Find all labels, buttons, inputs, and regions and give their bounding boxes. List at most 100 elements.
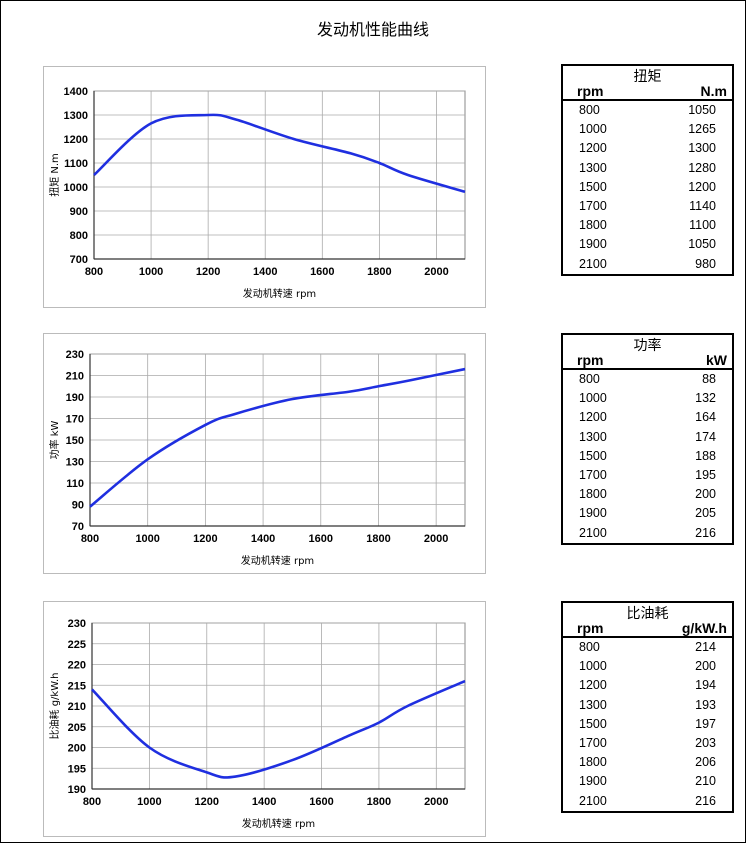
x-tick-label: 1000 (139, 266, 163, 278)
torque-chart: 800 1000 1200 1400 1600 1800 2000 700 800 900 1000… (43, 66, 486, 308)
table-cell: 1200 (579, 678, 607, 693)
x-tick-label: 800 (85, 266, 103, 278)
y-tick-label: 170 (66, 414, 84, 426)
table-row: 1000 200 (563, 657, 732, 676)
x-tick-label: 1400 (251, 533, 275, 545)
x-tick-label: 2000 (424, 533, 448, 545)
chart-svg: 800 1000 1200 1400 1600 1800 2000 70 90 110 130 150… (48, 349, 466, 567)
table-row: 1800 206 (563, 753, 732, 772)
table-cell: 1200 (688, 179, 716, 194)
table-cell: 1900 (579, 774, 607, 789)
y-tick-label: 130 (66, 457, 84, 469)
table-caption: 比油耗 (626, 605, 669, 621)
y-tick-label: 190 (66, 392, 84, 404)
x-tick-label: 1800 (367, 796, 391, 808)
y-tick-label: 190 (68, 784, 86, 796)
x-tick-label: 800 (83, 796, 101, 808)
table-cell: 2100 (579, 525, 607, 540)
table-cell: 1800 (579, 755, 607, 770)
table-cell: 1200 (579, 410, 607, 425)
table-header: rpm N.m (563, 84, 732, 101)
column-header: rpm (577, 620, 604, 636)
table-row: 1900 210 (563, 772, 732, 791)
table-cell: 2100 (579, 256, 607, 271)
power-chart: 800 1000 1200 1400 1600 1800 2000 70 90 110 130 150… (43, 333, 486, 574)
chart-svg: 800 1000 1200 1400 1600 1800 2000 190 195 200 205 2… (48, 618, 466, 830)
table-row: 1300 1280 (563, 159, 732, 178)
table-cell: 1140 (689, 199, 716, 214)
table-row: 1900 205 (563, 504, 732, 523)
x-tick-label: 1600 (309, 533, 333, 545)
x-tick-label: 800 (81, 533, 99, 545)
x-tick-label: 1200 (193, 533, 217, 545)
x-tick-label: 1800 (366, 533, 390, 545)
table-cell: 164 (695, 410, 716, 425)
y-tick-label: 90 (72, 500, 84, 512)
table-cell: 195 (695, 468, 716, 483)
page-title: 发动机性能曲线 (316, 22, 429, 39)
table-cell: 1000 (579, 391, 607, 406)
power-table: 功率 rpm kW 800 88 1000 132 1200 164 1300 174 1500 188… (561, 333, 734, 545)
table-cell: 1300 (579, 429, 607, 444)
table-cell: 2100 (579, 793, 607, 808)
table-cell: 1500 (579, 179, 607, 194)
table-cell: 800 (579, 103, 600, 117)
y-tick-label: 1200 (64, 134, 88, 146)
table-cell: 1500 (579, 716, 607, 731)
table-cell: 188 (695, 448, 716, 463)
table-row: 800 88 (563, 370, 732, 389)
table-cell: 1700 (579, 199, 607, 214)
y-axis-label: 比油耗 g/kW.h (48, 673, 61, 740)
table-cell: 1000 (579, 122, 607, 137)
table-cell: 1700 (579, 468, 607, 483)
x-tick-label: 2000 (424, 796, 448, 808)
table-cell: 1800 (579, 218, 607, 233)
table-row: 1200 1300 (563, 139, 732, 158)
series-line (89, 367, 466, 508)
y-tick-label: 230 (68, 618, 86, 630)
y-tick-label: 225 (68, 639, 86, 651)
table-caption: 功率 (633, 337, 662, 353)
table-row: 2100 980 (563, 255, 732, 274)
y-tick-label: 70 (72, 521, 84, 533)
table-row: 1700 203 (563, 734, 732, 753)
table-cell: 1900 (579, 237, 607, 252)
y-axis-label: 功率 kW (48, 420, 61, 459)
fuel-consumption-table: 比油耗 rpm g/kW.h 800 214 1000 200 1200 194 1300 193 1… (561, 601, 734, 813)
table-row: 800 214 (563, 638, 732, 657)
table-row: 2100 216 (563, 792, 732, 811)
x-tick-label: 1200 (196, 266, 220, 278)
table-cell: 205 (695, 506, 716, 521)
table-cell: 1300 (688, 141, 716, 156)
y-tick-label: 200 (68, 743, 86, 755)
table-row: 1300 193 (563, 696, 732, 715)
table-row: 1500 1200 (563, 178, 732, 197)
table-row: 1700 1140 (563, 197, 732, 216)
y-tick-label: 230 (66, 349, 84, 361)
y-tick-label: 110 (66, 478, 84, 490)
table-cell: 1100 (689, 218, 716, 233)
table-cell: 1200 (579, 141, 607, 156)
table-cell: 214 (695, 640, 716, 654)
table-row: 1000 1265 (563, 120, 732, 139)
table-cell: 1000 (579, 659, 607, 674)
table-cell: 200 (695, 659, 716, 674)
table-cell: 216 (695, 525, 716, 540)
column-header: N.m (700, 83, 727, 99)
table-cell: 1050 (688, 237, 716, 252)
x-tick-label: 1600 (309, 796, 333, 808)
fuel-consumption-chart: 800 1000 1200 1400 1600 1800 2000 190 195 200 205 2… (43, 601, 486, 837)
table-row: 1200 194 (563, 676, 732, 695)
table-cell: 1500 (579, 448, 607, 463)
table-cell: 1300 (579, 697, 607, 712)
table-header: rpm g/kW.h (563, 621, 732, 638)
table-cell: 88 (702, 372, 716, 386)
y-tick-label: 195 (68, 763, 86, 775)
table-cell: 194 (695, 678, 716, 693)
table-cell: 206 (695, 755, 716, 770)
table-row: 1700 195 (563, 466, 732, 485)
y-tick-label: 220 (68, 660, 86, 672)
table-cell: 216 (695, 793, 716, 808)
x-tick-label: 1800 (367, 266, 391, 278)
table-cell: 203 (695, 736, 716, 751)
